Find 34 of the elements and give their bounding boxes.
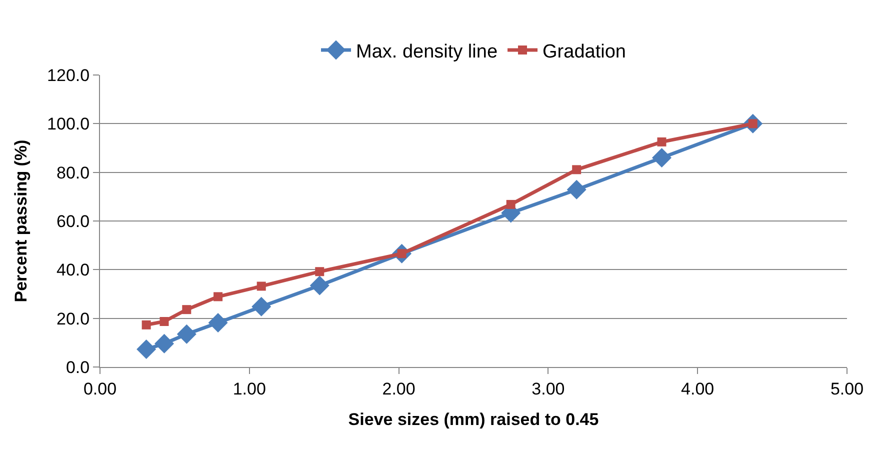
legend-label: Gradation [542, 41, 626, 62]
point [315, 267, 324, 276]
x-tick-label: 3.00 [532, 379, 565, 398]
point [214, 292, 223, 302]
x-tick-label: 5.00 [830, 379, 864, 398]
x-axis-title: Sieve sizes (mm) raised to 0.45 [348, 410, 599, 429]
y-axis-title: Percent passing (%) [12, 140, 31, 302]
point [310, 276, 330, 296]
point [506, 200, 516, 209]
point [182, 305, 192, 314]
x-tick-label: 4.00 [681, 379, 714, 398]
point [652, 148, 672, 168]
point [160, 317, 169, 326]
point [566, 180, 586, 200]
x-tick-label: 2.00 [382, 379, 416, 398]
point [256, 282, 266, 291]
point [657, 137, 666, 146]
y-tick-label: 60.0 [56, 212, 90, 231]
legend-label: Max. density line [356, 41, 498, 62]
y-tick-label: 80.0 [56, 163, 90, 182]
x-tick-label: 0.00 [83, 379, 117, 398]
point [572, 165, 582, 174]
point [176, 324, 196, 344]
y-tick-label: 20.0 [56, 309, 90, 328]
point [154, 334, 174, 354]
y-tick-label: 40.0 [56, 260, 90, 280]
point [252, 296, 272, 316]
y-tick-label: 0.0 [66, 358, 90, 377]
point [136, 339, 156, 359]
y-tick-label: 100.0 [47, 114, 90, 134]
x-tick-label: 1.00 [232, 379, 266, 398]
point [142, 320, 151, 330]
point [208, 312, 228, 332]
y-tick-label: 120.0 [47, 66, 90, 85]
